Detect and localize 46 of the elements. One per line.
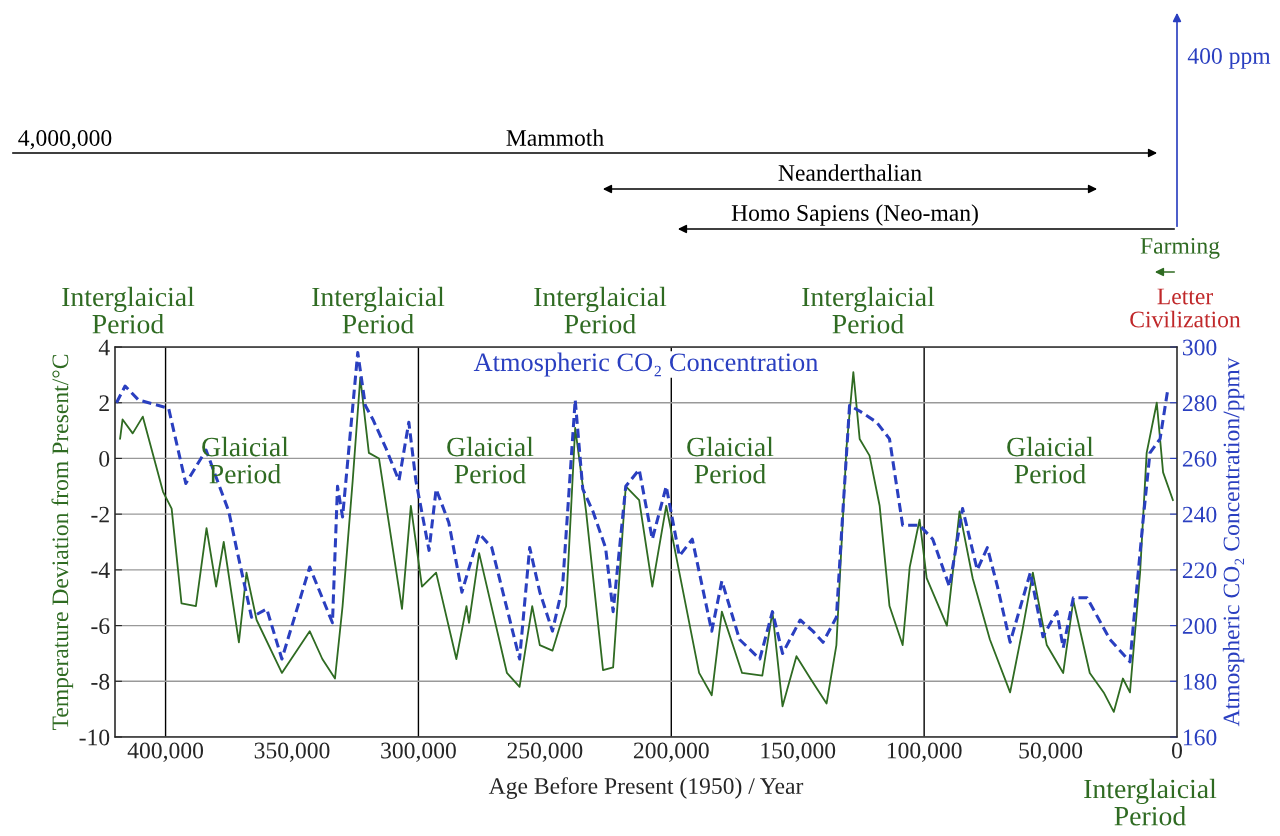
y-tick-label: -4 <box>91 562 110 579</box>
text: Interglaicial Period <box>534 286 667 334</box>
x-tick-label: 250,000 <box>507 742 583 762</box>
text: Interglaicial Period <box>62 286 195 334</box>
text: Farming <box>1140 237 1220 259</box>
y2-tick-label: 220 <box>1182 562 1217 579</box>
y2-tick-label: 160 <box>1183 729 1217 746</box>
y-tick-label: 2 <box>99 395 109 411</box>
y-tick-label: -8 <box>91 673 110 690</box>
y-tick-label: 4 <box>98 339 110 356</box>
text: Interglaicial Period <box>312 286 445 334</box>
y-axis-title: Temperature Deviation from Present/°C <box>51 354 74 731</box>
y2-tick-label: 300 <box>1182 339 1217 356</box>
y2-tick-label: 240 <box>1182 506 1217 523</box>
text: Homo Sapiens (Neo-man) <box>731 204 978 226</box>
y-tick-label: 0 <box>99 450 110 467</box>
line-series <box>115 351 1170 664</box>
y-tick-label: -2 <box>91 506 109 523</box>
annotation: Glaicial Period <box>1007 436 1094 484</box>
annotation: Glaicial Period <box>202 436 289 484</box>
x-tick-label: 150,000 <box>761 742 836 762</box>
text: Mammoth <box>506 129 604 146</box>
text: 4,000,000 <box>18 129 112 150</box>
x-tick-label: 100,000 <box>887 742 962 762</box>
y-tick-label: -10 <box>79 729 110 746</box>
text: Letter Civilization <box>1130 288 1241 328</box>
y-tick-label: -6 <box>91 618 110 634</box>
x-tick-label: 300,000 <box>381 742 456 762</box>
text: Interglaicial Period <box>1084 778 1217 826</box>
annotation: Glaicial Period <box>447 436 534 484</box>
text: 400 ppm <box>1187 47 1271 69</box>
text: Interglaicial Period <box>802 286 935 334</box>
x-tick-label: 50,000 <box>1019 742 1083 762</box>
x-tick-label: 400,000 <box>127 742 204 762</box>
y2-tick-label: 180 <box>1183 673 1217 690</box>
x-axis-title: Age Before Present (1950) / Year <box>488 777 804 799</box>
y2-axis-title: Atmospheric CO₂ Concentration/ppmv <box>1222 357 1245 727</box>
x-tick-label: 350,000 <box>254 742 330 762</box>
series-label: Atmospheric CO₂ Concentration <box>473 352 819 377</box>
y2-tick-label: 260 <box>1182 450 1217 467</box>
y2-tick-label: 200 <box>1182 618 1217 634</box>
x-tick-label: 200,000 <box>633 742 709 762</box>
annotation: Glaicial Period <box>687 436 774 484</box>
x-tick-label: 0 <box>1172 742 1182 759</box>
y2-tick-label: 280 <box>1182 395 1217 412</box>
text: Neanderthalian <box>778 164 922 181</box>
